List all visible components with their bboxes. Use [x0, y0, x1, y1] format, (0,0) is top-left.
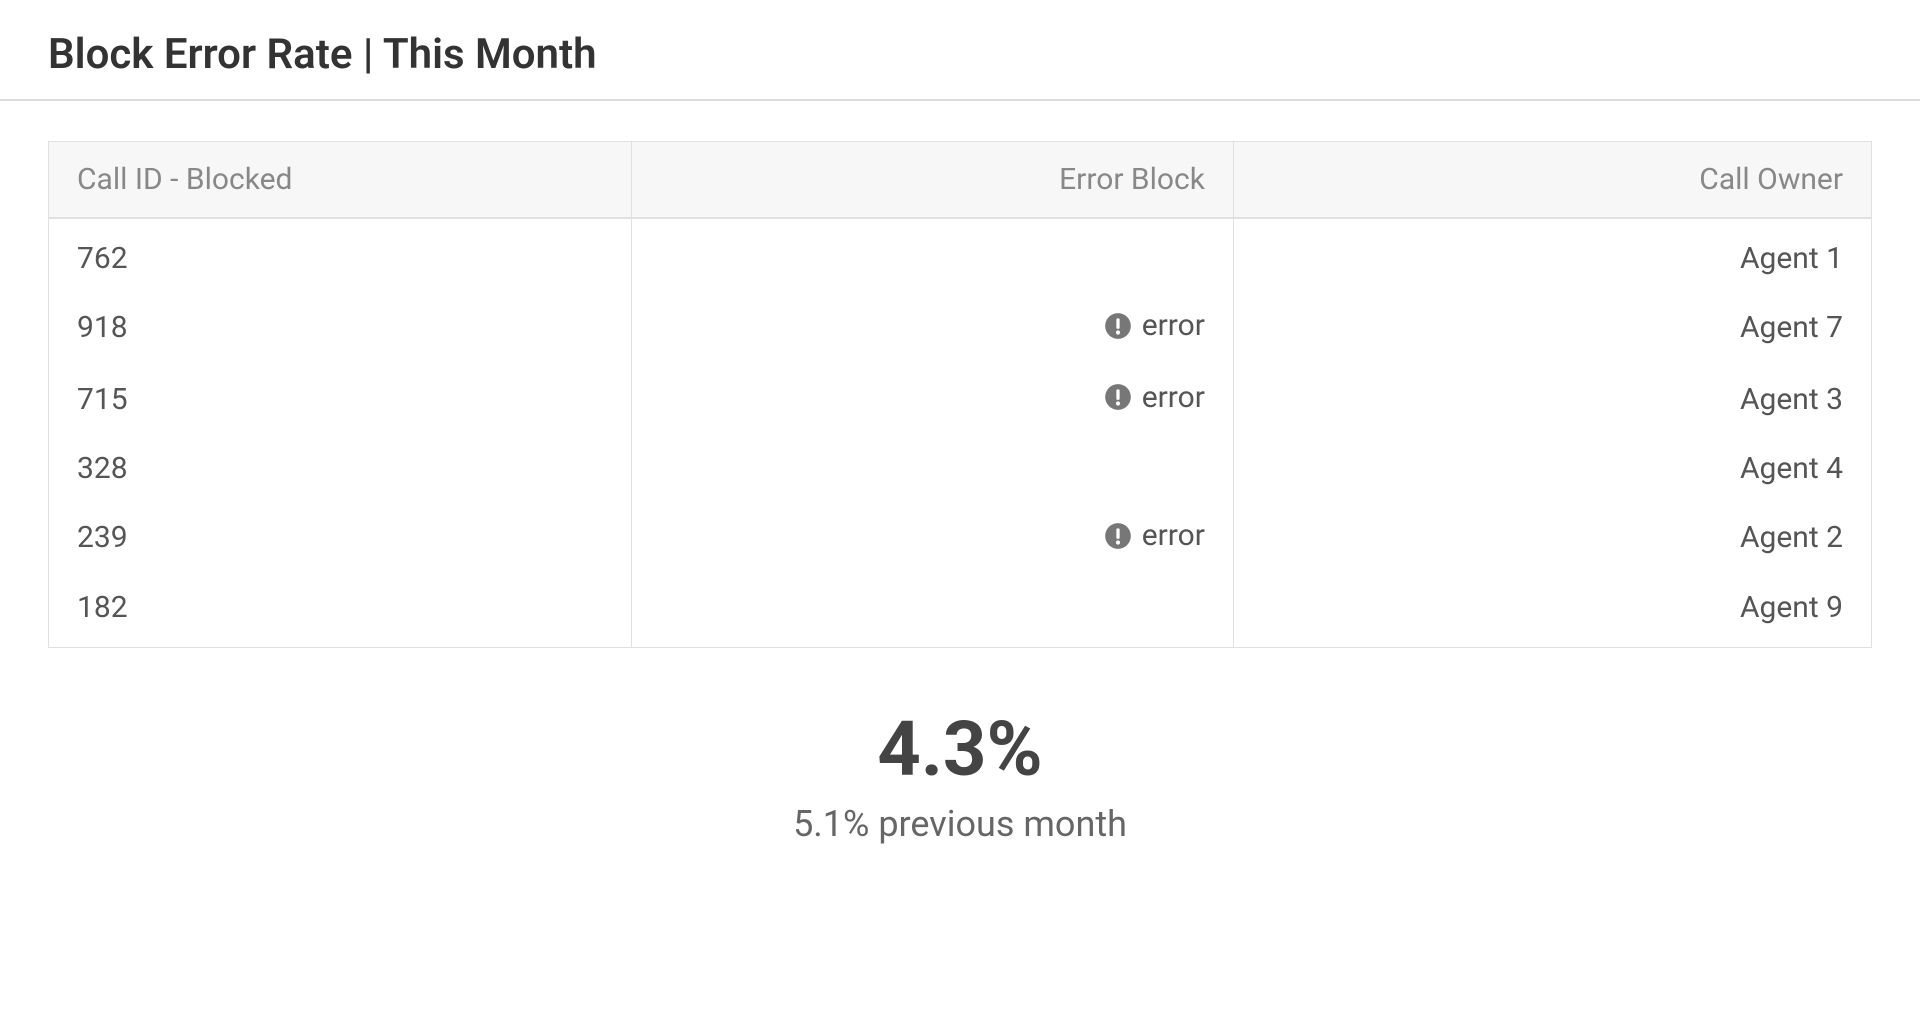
- table-row: 762 Agent 1: [49, 218, 1872, 292]
- col-header-call-id: Call ID - Blocked: [49, 142, 632, 219]
- col-header-call-owner: Call Owner: [1233, 142, 1871, 219]
- cell-call-owner: Agent 1: [1233, 218, 1871, 292]
- cell-error-block: [632, 574, 1234, 648]
- table-row: 239 error Agent 2: [49, 502, 1872, 574]
- cell-call-owner: Agent 9: [1233, 574, 1871, 648]
- cell-error-block: [632, 435, 1234, 502]
- cell-call-id: 918: [49, 292, 632, 364]
- cell-call-owner: Agent 7: [1233, 292, 1871, 364]
- cell-call-id: 182: [49, 574, 632, 648]
- cell-call-id: 715: [49, 364, 632, 436]
- error-icon: [1104, 383, 1132, 411]
- cell-call-id: 328: [49, 435, 632, 502]
- cell-call-id: 762: [49, 218, 632, 292]
- cell-call-owner: Agent 3: [1233, 364, 1871, 436]
- stat-previous-value: 5.1% previous month: [48, 803, 1872, 845]
- cell-error-block: error: [632, 502, 1234, 574]
- cell-call-id: 239: [49, 502, 632, 574]
- cell-call-owner: Agent 2: [1233, 502, 1871, 574]
- table-row: 918 error Agent 7: [49, 292, 1872, 364]
- error-label: error: [1142, 308, 1205, 343]
- error-icon: [1104, 522, 1132, 550]
- content-area: Call ID - Blocked Error Block Call Owner…: [0, 101, 1920, 885]
- table-header-row: Call ID - Blocked Error Block Call Owner: [49, 142, 1872, 219]
- page-title: Block Error Rate | This Month: [0, 0, 1920, 99]
- error-badge: error: [1104, 518, 1205, 553]
- cell-error-block: error: [632, 364, 1234, 436]
- cell-error-block: error: [632, 292, 1234, 364]
- stats-block: 4.3% 5.1% previous month: [48, 708, 1872, 846]
- error-label: error: [1142, 518, 1205, 553]
- cell-error-block: [632, 218, 1234, 292]
- cell-call-owner: Agent 4: [1233, 435, 1871, 502]
- block-error-table: Call ID - Blocked Error Block Call Owner…: [48, 141, 1872, 648]
- table-row: 328 Agent 4: [49, 435, 1872, 502]
- table-row: 715 error Agent 3: [49, 364, 1872, 436]
- col-header-error-block: Error Block: [632, 142, 1234, 219]
- error-badge: error: [1104, 380, 1205, 415]
- error-badge: error: [1104, 308, 1205, 343]
- table-row: 182 Agent 9: [49, 574, 1872, 648]
- stat-current-value: 4.3%: [48, 708, 1872, 792]
- error-label: error: [1142, 380, 1205, 415]
- error-icon: [1104, 312, 1132, 340]
